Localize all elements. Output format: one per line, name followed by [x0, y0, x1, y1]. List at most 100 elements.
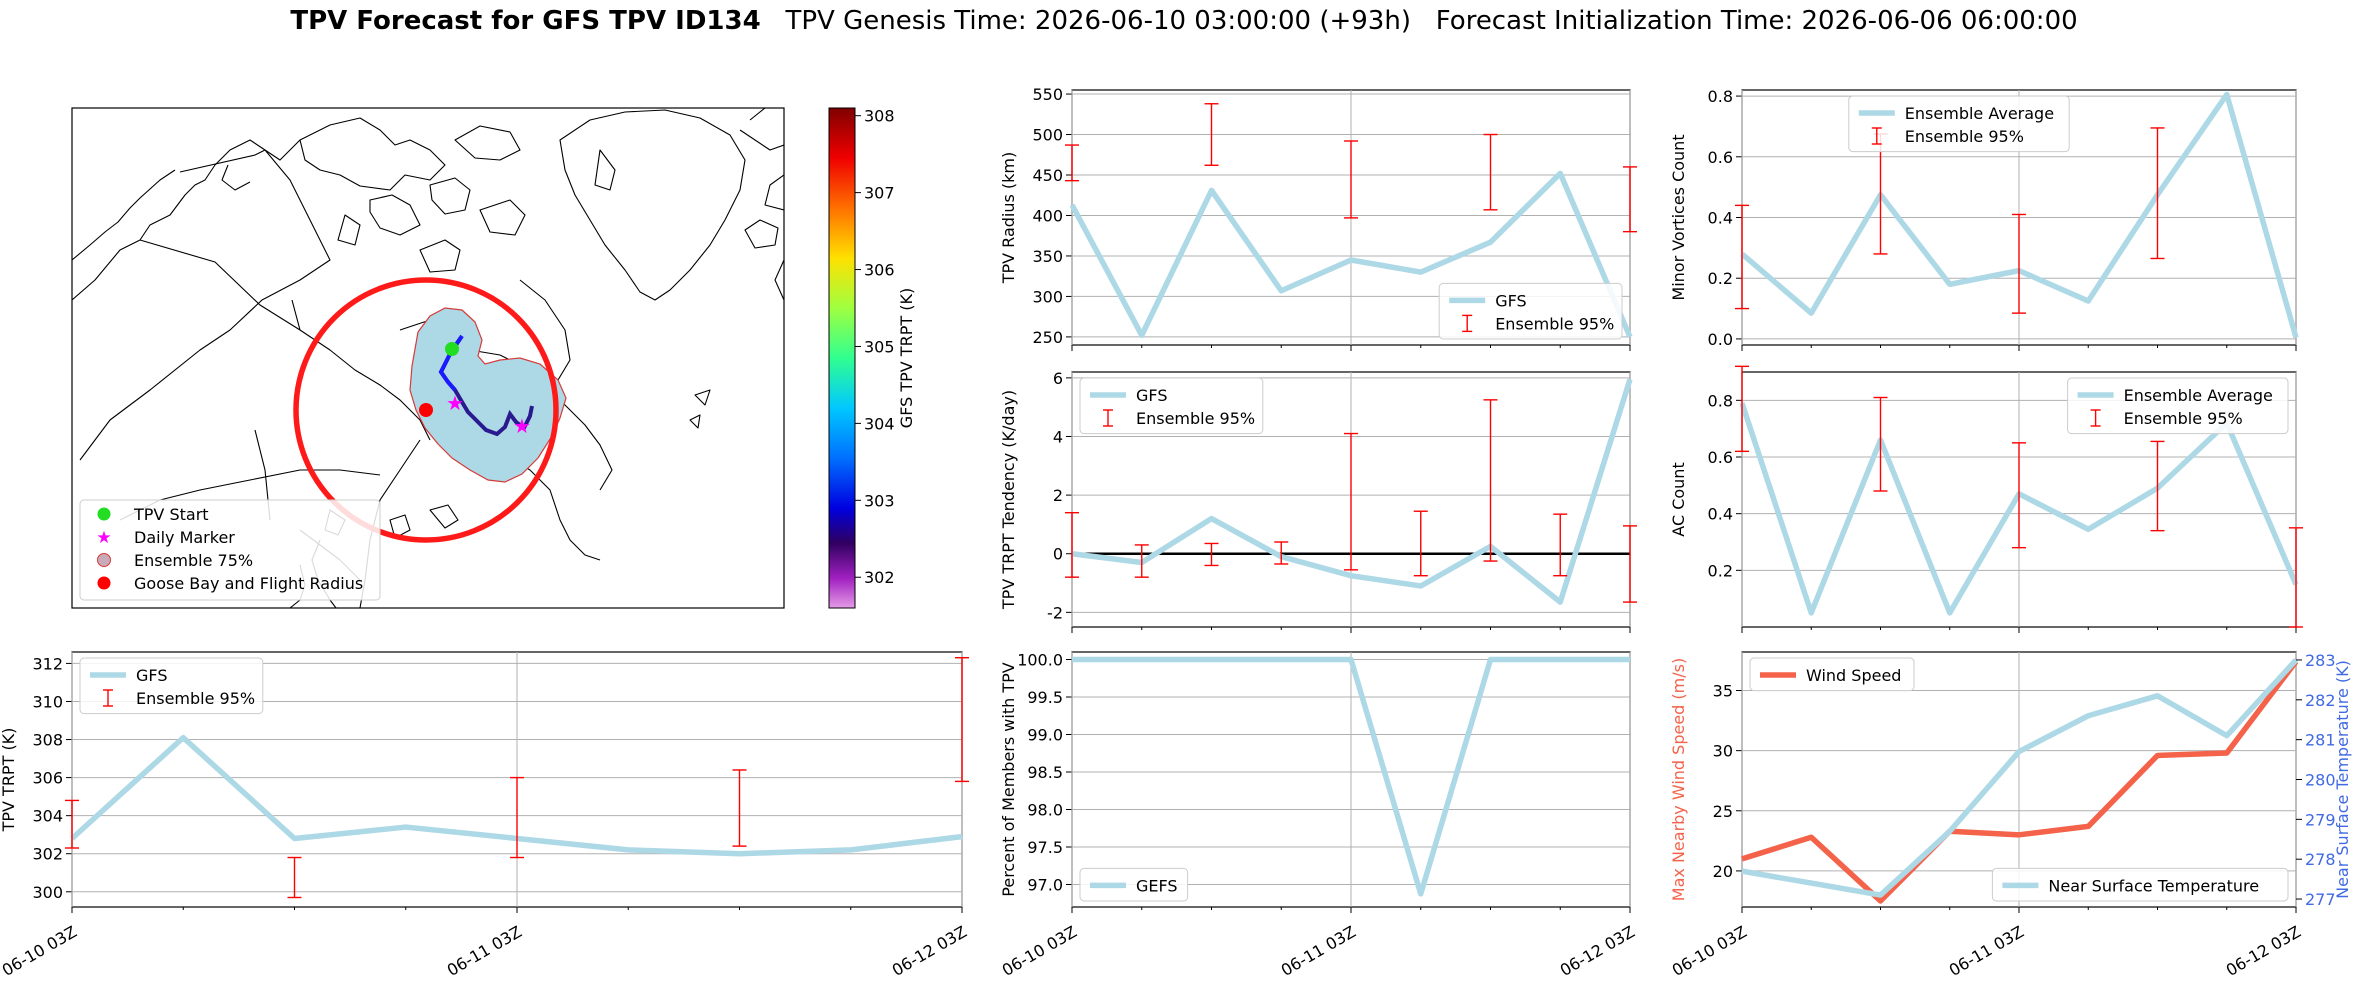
y-tick-label: 30: [1713, 742, 1733, 761]
y-tick-label: 99.0: [1027, 726, 1063, 745]
y-tick-label: 308: [32, 731, 63, 750]
chart-legend: GFS Ensemble 95%: [1438, 282, 1623, 340]
chart-legend: Wind Speed: [1749, 657, 1915, 692]
legend-ensemble-75: Ensemble 75%: [134, 551, 253, 570]
series-line-0: [1071, 378, 1633, 605]
legend-label: Near Surface Temperature: [2048, 876, 2259, 895]
y-tick-label: 98.5: [1027, 763, 1063, 782]
y-right-tick-label: 279: [2305, 810, 2336, 829]
chart-legend: GFS Ensemble 95%: [1079, 377, 1264, 435]
y-tick-label: 35: [1713, 681, 1733, 700]
chart-legend: GFS Ensemble 95%: [79, 657, 264, 715]
y-tick-label: 350: [1032, 247, 1063, 266]
y-tick-label: 0.4: [1708, 505, 1733, 524]
y-tick-label: 0.8: [1708, 391, 1733, 410]
series-line-0: [1069, 170, 1633, 339]
y-axis-label: TPV TRPT (K): [0, 728, 18, 833]
y-tick-label: 450: [1032, 166, 1063, 185]
legend-label: Ensemble 95%: [1495, 314, 1614, 333]
y-axis-label: AC Count: [1669, 462, 1688, 536]
y-tick-label: 6: [1053, 369, 1063, 388]
y-tick-label: 99.5: [1027, 688, 1063, 707]
x-tick-label: 06-12 03Z: [889, 922, 970, 980]
y-tick-label: 25: [1713, 802, 1733, 821]
daily-marker-2: ★: [513, 414, 531, 438]
y-tick-label: 2: [1053, 486, 1063, 505]
chart-percent: 97.0 97.5 98.0 98.5 99.0 99.5 100.0 06-10 03Z 06…: [999, 651, 1638, 980]
legend-daily-marker-icon: ★: [96, 528, 111, 548]
y-tick-label: 400: [1032, 206, 1063, 225]
legend-box: [1079, 377, 1264, 435]
colorbar-ticks: 308 307 306 305 304 303 302: [855, 107, 895, 587]
colorbar-tick-label: 305: [864, 337, 895, 356]
legend-tpv-start: TPV Start: [133, 505, 209, 524]
y-axis-label: TPV TRPT Tendency (K/day): [999, 390, 1018, 610]
y-tick-label: 0: [1053, 545, 1063, 564]
colorbar-tick-label: 307: [864, 184, 895, 203]
y-tick-label: 304: [32, 807, 63, 826]
legend-label: Ensemble 95%: [2124, 409, 2243, 428]
y-tick-label: -2: [1047, 603, 1063, 622]
legend-label: Ensemble 95%: [1136, 409, 1255, 428]
legend-label: GFS: [1495, 291, 1526, 310]
y-tick-label: 500: [1032, 126, 1063, 145]
x-tick-label: 06-11 03Z: [1278, 922, 1359, 980]
y-tick-label: 300: [1032, 287, 1063, 306]
legend-box: [1438, 282, 1623, 340]
y-right-tick-label: 283: [2305, 651, 2336, 670]
x-tick-label: 06-10 03Z: [1669, 922, 1750, 980]
legend-box: [1991, 867, 2289, 902]
chart-legend: GEFS: [1079, 867, 1189, 902]
legend-daily-marker: Daily Marker: [134, 528, 235, 547]
flight-radius-circle: [293, 277, 559, 543]
y-tick-label: 310: [32, 692, 63, 711]
x-tick-label: 06-10 03Z: [0, 922, 80, 980]
chart-minor: 0.0 0.2 0.4 0.6 0.8 Minor Vortices Count Ensem…: [1669, 87, 2299, 351]
colorbar-tick-label: 303: [864, 491, 895, 510]
y-axis-label: Percent of Members with TPV: [999, 662, 1018, 896]
legend-box: [1079, 867, 1189, 902]
legend-label: Ensemble 95%: [136, 689, 255, 708]
legend-label: GFS: [1136, 386, 1167, 405]
y-tick-label: 100.0: [1017, 651, 1063, 670]
figure-title-rest: TPV Genesis Time: 2026-06-10 03:00:00 (+…: [785, 6, 2078, 36]
y-tick-label: 98.0: [1027, 801, 1063, 820]
figure-title: TPV Forecast for GFS TPV ID134 TPV Genes…: [0, 6, 2368, 36]
y-tick-label: 0.2: [1708, 269, 1733, 288]
y-tick-label: 97.5: [1027, 838, 1063, 857]
series-line-0: [1072, 656, 1630, 897]
legend-goose-bay-icon: [97, 576, 111, 590]
y-axis-label: Max Nearby Wind Speed (m/s): [1669, 658, 1688, 901]
legend-label: GEFS: [1136, 876, 1178, 895]
legend-label: Ensemble Average: [2124, 386, 2273, 405]
y-axis-label: TPV Radius (km): [999, 152, 1018, 285]
chart-legend: Ensemble Average Ensemble 95%: [1848, 95, 2070, 153]
colorbar-gradient: [828, 107, 856, 609]
legend-tpv-start-icon: [97, 507, 111, 521]
y-tick-label: 0.0: [1708, 330, 1733, 349]
colorbar: 308 307 306 305 304 303 302 GFS TPV TRPT (K): [828, 107, 916, 609]
legend-box: [1749, 657, 1915, 692]
y-axis-label: Minor Vortices Count: [1669, 134, 1688, 300]
legend-label: Wind Speed: [1806, 666, 1901, 685]
y-tick-label: 4: [1053, 427, 1063, 446]
y-right-tick-label: 277: [2305, 890, 2336, 909]
y-tick-label: 0.8: [1708, 87, 1733, 106]
y-tick-label: 306: [32, 769, 63, 788]
x-tick-label: 06-11 03Z: [1946, 922, 2027, 980]
y-tick-label: 0.6: [1708, 148, 1733, 167]
y-tick-label: 250: [1032, 328, 1063, 347]
legend-box: [79, 657, 264, 715]
colorbar-label: GFS TPV TRPT (K): [897, 288, 916, 428]
x-tick-label: 06-11 03Z: [444, 922, 525, 980]
legend-label: Ensemble Average: [1905, 104, 2054, 123]
y-tick-label: 312: [32, 654, 63, 673]
legend-label: Ensemble 95%: [1905, 127, 2024, 146]
map-legend: TPV Start ★ Daily Marker Ensemble 75% Go…: [79, 499, 381, 601]
colorbar-tick-label: 304: [864, 414, 895, 433]
legend-goose-bay: Goose Bay and Flight Radius: [134, 574, 363, 593]
colorbar-tick-label: 308: [864, 107, 895, 126]
series-line-1: [1741, 658, 2299, 898]
